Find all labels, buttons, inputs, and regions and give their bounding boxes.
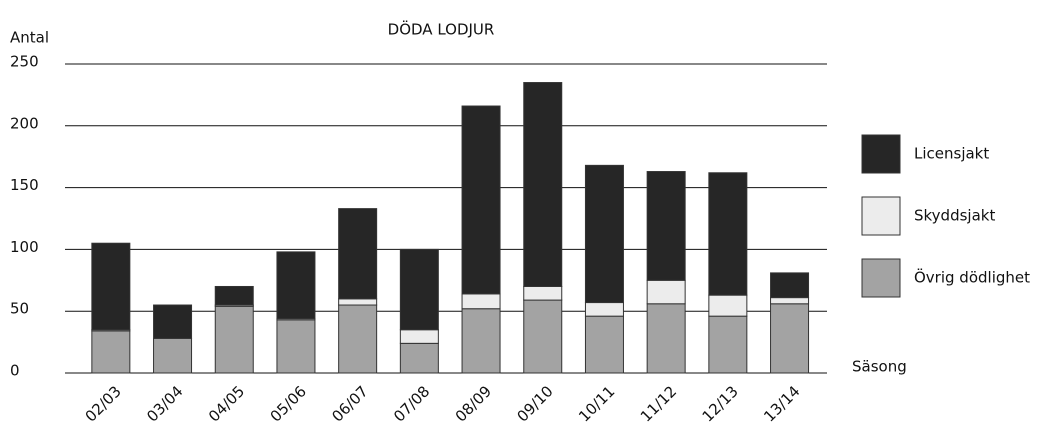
bar-segment — [646, 303, 686, 374]
bar-segment — [646, 171, 686, 281]
bar-segment — [91, 242, 131, 331]
bar-segment — [646, 279, 686, 305]
bar-segment — [708, 172, 748, 296]
legend-label: Övrig dödlighet — [914, 268, 1030, 287]
bar-segment — [584, 164, 624, 304]
bar-segment — [214, 305, 254, 374]
bar-segment — [461, 293, 501, 310]
bar-segment — [523, 299, 563, 374]
x-tick-label: 06/07 — [328, 382, 371, 425]
bar-segment — [276, 319, 316, 374]
bar-segment — [461, 105, 501, 295]
bar-segment — [399, 248, 439, 331]
chart-title: DÖDA LODJUR — [388, 20, 495, 39]
bar-segment — [523, 82, 563, 287]
bar-segment — [399, 329, 439, 344]
bar-segment — [584, 302, 624, 317]
x-tick-label: 03/04 — [143, 382, 186, 425]
bar-segment — [523, 285, 563, 301]
y-tick-label: 0 — [10, 362, 20, 380]
bar-segment — [214, 285, 254, 306]
legend-label: Licensjakt — [914, 145, 989, 163]
x-axis-label: Säsong — [852, 358, 907, 376]
y-axis-label: Antal — [10, 29, 49, 47]
x-tick-label: 04/05 — [205, 382, 248, 425]
y-tick-label: 200 — [10, 114, 39, 132]
y-tick-label: 100 — [10, 238, 39, 256]
y-tick-label: 50 — [10, 300, 29, 318]
legend-swatch — [861, 134, 901, 174]
legend-swatch — [861, 196, 901, 236]
y-tick-label: 250 — [10, 53, 39, 71]
bar-segment — [399, 342, 439, 374]
x-tick-label: 07/08 — [390, 382, 433, 425]
bar-segment — [708, 315, 748, 374]
bar-segment — [153, 304, 193, 339]
bar-segment — [584, 315, 624, 374]
x-tick-label: 11/12 — [637, 382, 680, 425]
bar-segment — [91, 330, 131, 374]
bar-segment — [708, 294, 748, 317]
x-tick-label: 09/10 — [513, 382, 556, 425]
bar-segment — [770, 272, 810, 299]
bar-segment — [338, 208, 378, 300]
bar-segment — [461, 308, 501, 374]
legend-swatch — [861, 258, 901, 298]
x-tick-label: 10/11 — [575, 382, 618, 425]
x-tick-label: 12/13 — [699, 382, 742, 425]
x-tick-label: 08/09 — [452, 382, 495, 425]
legend-label: Skyddsjakt — [914, 207, 995, 225]
bar-segment — [276, 251, 316, 320]
bar-segment — [770, 297, 810, 305]
bar-segment — [338, 304, 378, 374]
bar-segment — [770, 303, 810, 374]
x-tick-label: 02/03 — [82, 382, 125, 425]
x-tick-label: 13/14 — [760, 382, 803, 425]
y-tick-label: 150 — [10, 176, 39, 194]
bar-segment — [338, 298, 378, 306]
x-tick-label: 05/06 — [267, 382, 310, 425]
bar-segment — [153, 337, 193, 374]
